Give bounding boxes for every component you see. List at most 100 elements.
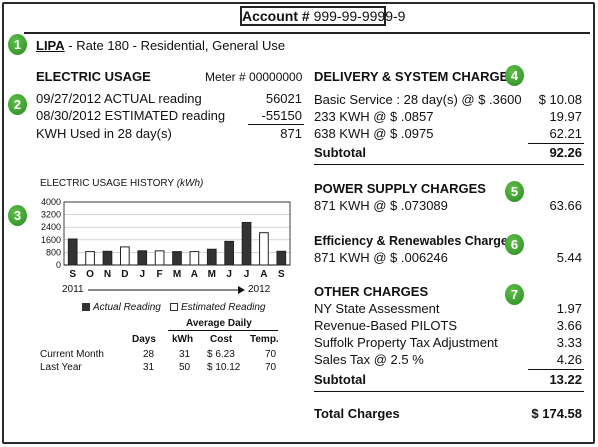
usage-value-kwh: 871 (280, 126, 302, 141)
bar-estimated (85, 251, 95, 266)
x-tick-label: A (260, 269, 267, 280)
other-amount-sales-tax: 4.26 (556, 352, 582, 367)
y-tick-label: 4000 (41, 197, 61, 207)
col-cost: Cost (210, 334, 233, 345)
badge-1: 1 (8, 34, 27, 55)
bar-estimated (120, 246, 130, 266)
total-label: Total Charges (314, 406, 400, 421)
rate-dash: - (68, 38, 73, 53)
delivery-subtotal-label: Subtotal (314, 145, 366, 160)
row-current-days: 28 (143, 349, 155, 360)
x-tick-label: M (173, 269, 181, 280)
badge-4: 4 (505, 65, 524, 86)
delivery-underline (528, 143, 584, 144)
legend-actual-label: Actual Reading (93, 302, 161, 313)
delivery-subtotal: 92.26 (549, 145, 582, 160)
delivery-row-638: 638 KWH @ $ .0975 (314, 126, 434, 141)
year-arrow-icon (88, 286, 245, 294)
bar-estimated (154, 250, 165, 266)
usage-row-kwh: KWH Used in 28 day(s) (36, 126, 172, 141)
y-tick-label: 2400 (41, 222, 61, 232)
usage-value-actual: 56021 (265, 91, 302, 106)
other-row-sales-tax: Sales Tax @ 2.5 % (314, 352, 424, 367)
other-amount-nys: 1.97 (556, 301, 582, 316)
x-tick-label: O (86, 269, 94, 280)
account-label: Account # (242, 8, 310, 24)
x-tick-label: S (69, 269, 76, 280)
bar-actual (137, 250, 148, 266)
company-name: LIPA (36, 38, 65, 53)
x-tick-label: M (208, 269, 216, 280)
year-start: 2011 (62, 284, 84, 295)
other-row-pilots: Revenue-Based PILOTS (314, 318, 458, 333)
account-number: 999-99-9999-9 (313, 8, 406, 24)
x-tick-label: J (244, 269, 250, 280)
other-subtotal: 13.22 (549, 372, 582, 387)
meter-number: Meter # 00000000 (205, 70, 303, 84)
badge-5: 5 (505, 181, 524, 202)
x-tick-label: D (121, 269, 128, 280)
bar-actual (224, 240, 235, 266)
account-box: Account # 999-99-9999-9 (240, 6, 405, 26)
row-current-label: Current Month (40, 349, 104, 360)
other-underline (528, 369, 584, 370)
bar-actual (276, 250, 287, 266)
other-amount-suffolk: 3.33 (556, 335, 582, 350)
delivery-amount-basic: $ 10.08 (538, 92, 582, 107)
badge-2: 2 (8, 94, 27, 115)
row-current-temp: 70 (265, 349, 277, 360)
legend-actual: Actual Reading (82, 302, 161, 313)
rate-line: LIPA - Rate 180 - Residential, General U… (36, 38, 285, 53)
history-unit: (kWh) (176, 178, 204, 189)
other-bottom-rule (314, 391, 584, 392)
col-temp: Temp. (250, 334, 279, 345)
row-lastyear-temp: 70 (265, 362, 277, 373)
delivery-amount-233: 19.97 (549, 109, 582, 124)
other-amount-pilots: 3.66 (556, 318, 582, 333)
bar-estimated (189, 251, 200, 266)
total-amount: $ 174.58 (531, 406, 582, 421)
usage-underline (248, 124, 304, 125)
row-current-kwh: 31 (179, 349, 191, 360)
power-supply-title: POWER SUPPLY CHARGES (314, 181, 486, 196)
col-days: Days (132, 334, 156, 345)
y-tick-label: 3200 (41, 210, 61, 220)
usage-row-actual: 09/27/2012 ACTUAL reading (36, 91, 202, 106)
badge-6: 6 (505, 234, 524, 255)
delivery-row-233: 233 KWH @ $ .0857 (314, 109, 434, 124)
badge-3: 3 (8, 205, 27, 226)
col-kwh: kWh (172, 334, 194, 345)
power-supply-row: 871 KWH @ $ .073089 (314, 198, 448, 213)
x-tick-label: N (104, 269, 111, 280)
usage-value-estimated: -55150 (261, 108, 302, 123)
x-tick-label: A (191, 269, 198, 280)
delivery-row-basic: Basic Service : 28 day(s) @ $ .3600 (314, 92, 522, 107)
y-tick-label: 0 (56, 260, 61, 270)
bar-actual (206, 248, 217, 266)
other-charges-title: OTHER CHARGES (314, 284, 429, 299)
row-lastyear-cost: $ 10.12 (207, 362, 241, 373)
badge-7: 7 (505, 284, 524, 305)
average-daily-underline (168, 330, 278, 331)
row-lastyear-days: 31 (143, 362, 155, 373)
x-tick-label: J (226, 269, 232, 280)
delivery-amount-638: 62.21 (549, 126, 582, 141)
usage-row-estimated: 08/30/2012 ESTIMATED reading (36, 108, 226, 123)
y-tick-label: 800 (46, 247, 61, 257)
year-end: 2012 (248, 284, 271, 295)
other-row-nys: NY State Assessment (314, 301, 440, 316)
electric-usage-title: ELECTRIC USAGE (36, 69, 151, 84)
y-tick-label: 1600 (41, 235, 61, 245)
row-lastyear-kwh: 50 (179, 362, 191, 373)
bar-estimated (259, 232, 269, 266)
other-row-suffolk: Suffolk Property Tax Adjustment (314, 335, 498, 350)
bar-actual (172, 251, 182, 266)
row-lastyear-label: Last Year (40, 362, 82, 373)
efficiency-title: Efficiency & Renewables Charge (314, 234, 508, 248)
bar-actual (67, 238, 78, 266)
other-subtotal-label: Subtotal (314, 372, 366, 387)
legend-estimated-label: Estimated Reading (181, 302, 266, 313)
x-tick-label: F (157, 269, 163, 280)
